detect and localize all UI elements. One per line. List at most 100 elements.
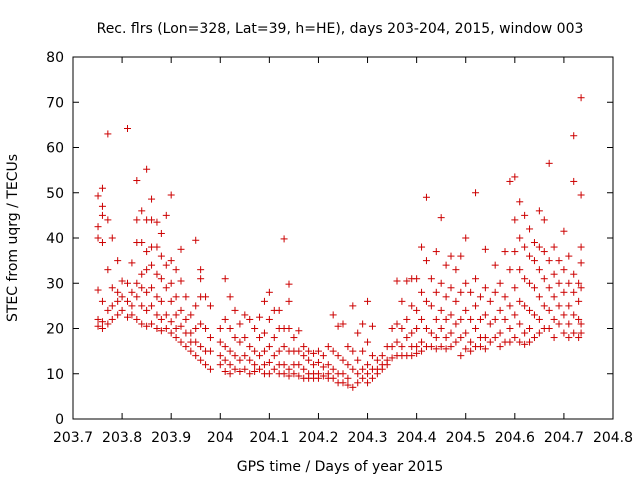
data-point [452,297,460,305]
data-point [418,288,426,296]
data-point [241,334,249,342]
data-point [202,361,210,369]
data-point [231,365,239,373]
data-point [270,334,278,342]
data-point [197,343,205,351]
data-point [172,266,180,274]
data-point [540,216,548,224]
data-point [300,365,308,373]
data-point [143,165,151,173]
data-point [241,311,249,319]
data-point [162,211,170,219]
data-point [354,329,362,337]
x-tick-label: 204.3 [347,430,387,446]
data-point [98,297,106,305]
data-point [226,347,234,355]
data-point [540,302,548,310]
data-point [550,334,558,342]
data-point [94,315,102,323]
data-point [565,334,573,342]
data-point [535,329,543,337]
y-tick-label: 70 [46,95,64,111]
data-point [104,266,112,274]
data-point [133,315,141,323]
data-point [108,315,116,323]
data-point [108,284,116,292]
data-point [378,365,386,373]
data-point [388,325,396,332]
data-point [114,257,122,265]
data-point [118,277,126,285]
data-point [462,329,470,337]
y-axis-ticks: 0 10 20 30 40 50 60 70 80 [46,50,613,428]
data-point [187,347,195,355]
data-point [476,315,484,323]
data-point [565,252,573,260]
data-point [187,311,195,319]
data-point [535,266,543,274]
data-point [138,239,146,247]
data-point [408,352,416,360]
data-point [118,293,126,301]
data-point [339,379,347,387]
data-point [486,338,494,346]
data-point [138,270,146,278]
data-point [167,279,175,287]
data-point [526,325,534,332]
data-point [226,325,234,332]
data-point [202,325,210,332]
data-point [577,259,585,267]
data-point [577,329,585,337]
data-point [442,334,450,342]
data-point [104,306,112,314]
data-point [467,347,475,355]
data-point [364,297,372,305]
data-point [300,343,308,351]
data-point [570,288,578,296]
data-point [94,192,102,200]
data-point [555,279,563,287]
data-point [236,356,244,364]
data-point [310,349,318,357]
data-point [226,361,234,369]
data-point [216,361,224,369]
data-point [560,329,568,337]
data-point [530,257,538,265]
data-point [565,320,573,328]
data-point [280,370,288,378]
data-point [432,288,440,296]
data-point [545,257,553,265]
data-point [319,352,327,360]
data-point [521,340,529,348]
data-point [157,315,165,323]
data-point [418,243,426,251]
data-point [143,322,151,330]
data-point [221,367,229,375]
data-point [560,311,568,319]
data-point [128,302,136,310]
data-point [516,234,524,242]
data-point [251,347,259,355]
data-point [260,347,268,355]
data-point [251,361,259,369]
data-point [398,325,406,332]
data-point [530,311,538,319]
data-point [128,288,136,296]
data-point [393,277,401,285]
data-point [388,343,396,351]
data-point [432,315,440,323]
data-point [256,365,264,373]
data-point [550,270,558,278]
data-point [472,325,480,332]
data-point [496,279,504,287]
data-point [535,207,543,215]
data-point [177,322,185,330]
data-point [349,383,357,391]
data-point [265,358,273,366]
data-point [447,284,455,292]
data-point [457,315,465,323]
data-point [506,325,514,332]
data-point [295,327,303,335]
data-point [123,279,131,287]
data-point [324,361,332,369]
